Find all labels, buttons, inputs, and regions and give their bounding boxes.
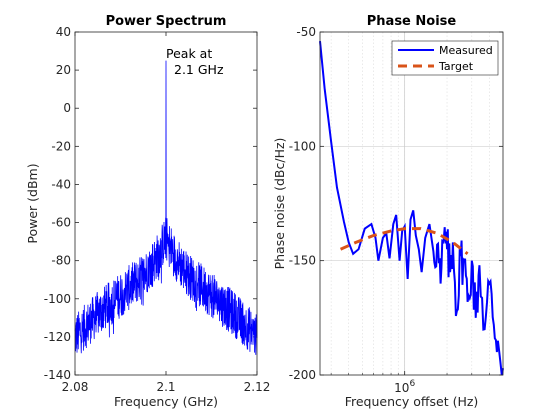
power-spectrum-axes: 2.08 2.1 2.12 -140 -120 -100 -80 -60 -40 -20 0 20 40… [25, 14, 270, 409]
power-spectrum-x-tick-label: 2.08 [62, 380, 89, 394]
legend-measured-label: Measured [439, 44, 493, 57]
power-spectrum-y-tick-label: -40 [51, 177, 71, 191]
legend-target-label: Target [438, 60, 474, 73]
phase-noise-y-tick-label: -150 [289, 254, 316, 268]
target-series-line [339, 227, 469, 255]
power-spectrum-axes-box [74, 31, 258, 376]
phase-noise-legend: Measured Target [391, 40, 499, 76]
power-spectrum-y-tick-label: -120 [44, 330, 71, 344]
power-spectrum-x-tick-label: 2.12 [244, 380, 271, 394]
phase-noise-grid [320, 32, 503, 375]
power-spectrum-y-tick-label: 40 [56, 25, 71, 39]
power-spectrum-y-tick-label: 0 [63, 101, 71, 115]
phase-noise-plot-area [320, 32, 503, 375]
phase-noise-y-axis-label: Phase noise (dBc/Hz) [272, 138, 287, 270]
power-spectrum-y-tick-label: -20 [51, 139, 71, 153]
phase-noise-y-tick-label: -50 [296, 25, 316, 39]
power-spectrum-series-line [74, 60, 258, 355]
power-spectrum-y-tick-label: -60 [51, 216, 71, 230]
phase-noise-x-axis-label: Frequency offset (Hz) [345, 394, 479, 409]
measured-series-line [319, 41, 504, 376]
legend-box [391, 40, 499, 76]
phase-noise-x-tick-label: 106 [394, 379, 415, 395]
power-spectrum-y-tick-label: 20 [56, 63, 71, 77]
power-spectrum-y-tick-label: -100 [44, 292, 71, 306]
power-spectrum-x-tick-label: 2.1 [156, 380, 175, 394]
peak-annotation-line-2: 2.1 GHz [174, 62, 224, 77]
power-spectrum-y-tick-label: -140 [44, 368, 71, 382]
phase-noise-y-tick-label: -200 [289, 368, 316, 382]
phase-noise-title: Phase Noise [367, 14, 457, 29]
peak-annotation-line-1: Peak at [166, 46, 212, 61]
phase-noise-y-tick-label: -100 [289, 139, 316, 153]
phase-noise-axes-box [319, 31, 504, 376]
power-spectrum-x-axis-label: Frequency (GHz) [114, 394, 218, 409]
power-spectrum-y-tick-label: -80 [51, 254, 71, 268]
power-spectrum-y-axis-label: Power (dBm) [25, 163, 40, 243]
phase-noise-axes: -200 -150 -100 -50 106 Phase Noise Frequency… [272, 14, 504, 409]
power-spectrum-title: Power Spectrum [106, 14, 227, 29]
